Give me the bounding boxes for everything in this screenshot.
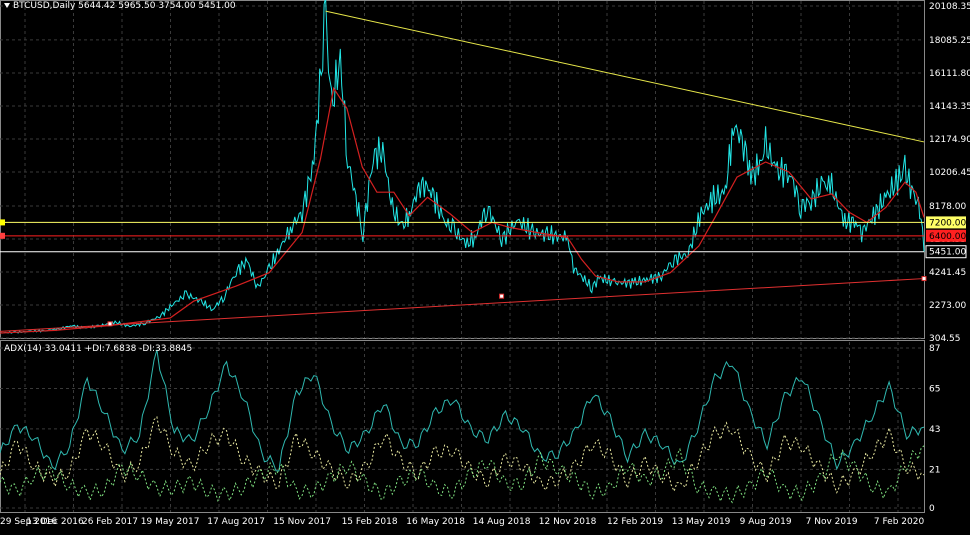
date-tick-label: 7 Nov 2019 [806,517,858,527]
indicator-panel-frame [0,340,925,513]
main-panel-frame [0,0,925,339]
minus-di-line [0,445,925,504]
date-tick-label: 26 Feb 2017 [82,517,138,527]
price-tick-label: 16111.80 [929,69,970,79]
date-tick-label: 15 Nov 2017 [273,517,331,527]
symbol-label: BTCUSD,Daily [13,1,76,11]
level-price-tag [926,216,966,229]
date-tick-label: 19 May 2017 [141,517,200,527]
plus-di-line [0,415,925,494]
trendline-resistance[interactable] [325,10,925,143]
indicator-tick-label: 21 [929,465,940,475]
date-tick-label: 15 Feb 2018 [342,517,398,527]
level-price-label: 5451.00 [929,248,966,258]
level-line-handle[interactable] [0,219,5,226]
ohlc-values: 5644.42 5965.50 3754.00 5451.00 [78,1,236,11]
indicator-tick-label: 87 [929,344,940,354]
date-tick-label: 16 May 2018 [406,517,465,527]
price-tick-label: 14143.35 [929,102,970,112]
price-tick-label: 20108.35 [929,2,970,12]
price-tick-label: 18085.25 [929,36,970,46]
price-tick-label: 8178.00 [929,202,966,212]
trendline-support[interactable] [0,278,925,332]
price-series-line [0,0,925,334]
indicator-tick-label: 0 [929,504,935,514]
level-price-label: 7200.00 [929,218,966,228]
date-tick-label: 9 Aug 2019 [740,517,792,527]
level-price-label: 6400.00 [929,232,966,242]
price-tick-label: 4241.45 [929,268,966,278]
price-tick-label: 12174.90 [929,135,970,145]
level-price-tag [925,245,967,259]
date-tick-label: 13 May 2019 [672,517,731,527]
price-tick-label: 10206.45 [929,168,970,178]
date-tick-label: 13 Dec 2016 [26,517,84,527]
moving-average-line [0,86,925,334]
trendline-anchor-marker[interactable] [499,293,505,299]
date-tick-label: 29 Sep 2016 [0,517,57,527]
dropdown-arrow-icon[interactable] [4,3,10,8]
trendline-anchor-marker[interactable] [107,321,113,327]
level-line-handle[interactable] [0,232,5,239]
adx-line [0,349,925,472]
indicator-tick-label: 65 [929,384,940,394]
chart-header: BTCUSD,Daily 5644.42 5965.50 3754.00 545… [4,1,236,11]
price-tick-label: 304.55 [929,334,961,344]
indicator-label: ADX(14) 33.0411 +DI:7.6838 -DI:33.8845 [4,344,193,354]
indicator-tick-label: 43 [929,425,940,435]
date-tick-label: 12 Feb 2019 [607,517,663,527]
date-tick-label: 7 Feb 2020 [874,517,925,527]
price-tick-label: 2273.00 [929,301,966,311]
date-tick-label: 12 Nov 2018 [539,517,597,527]
indicator-header: ADX(14) 33.0411 +DI:7.6838 -DI:33.8845 [4,344,192,354]
date-tick-label: 17 Aug 2017 [207,517,265,527]
level-price-tag [926,229,966,242]
date-tick-label: 14 Aug 2018 [473,517,531,527]
trendline-anchor-marker[interactable] [921,276,927,282]
